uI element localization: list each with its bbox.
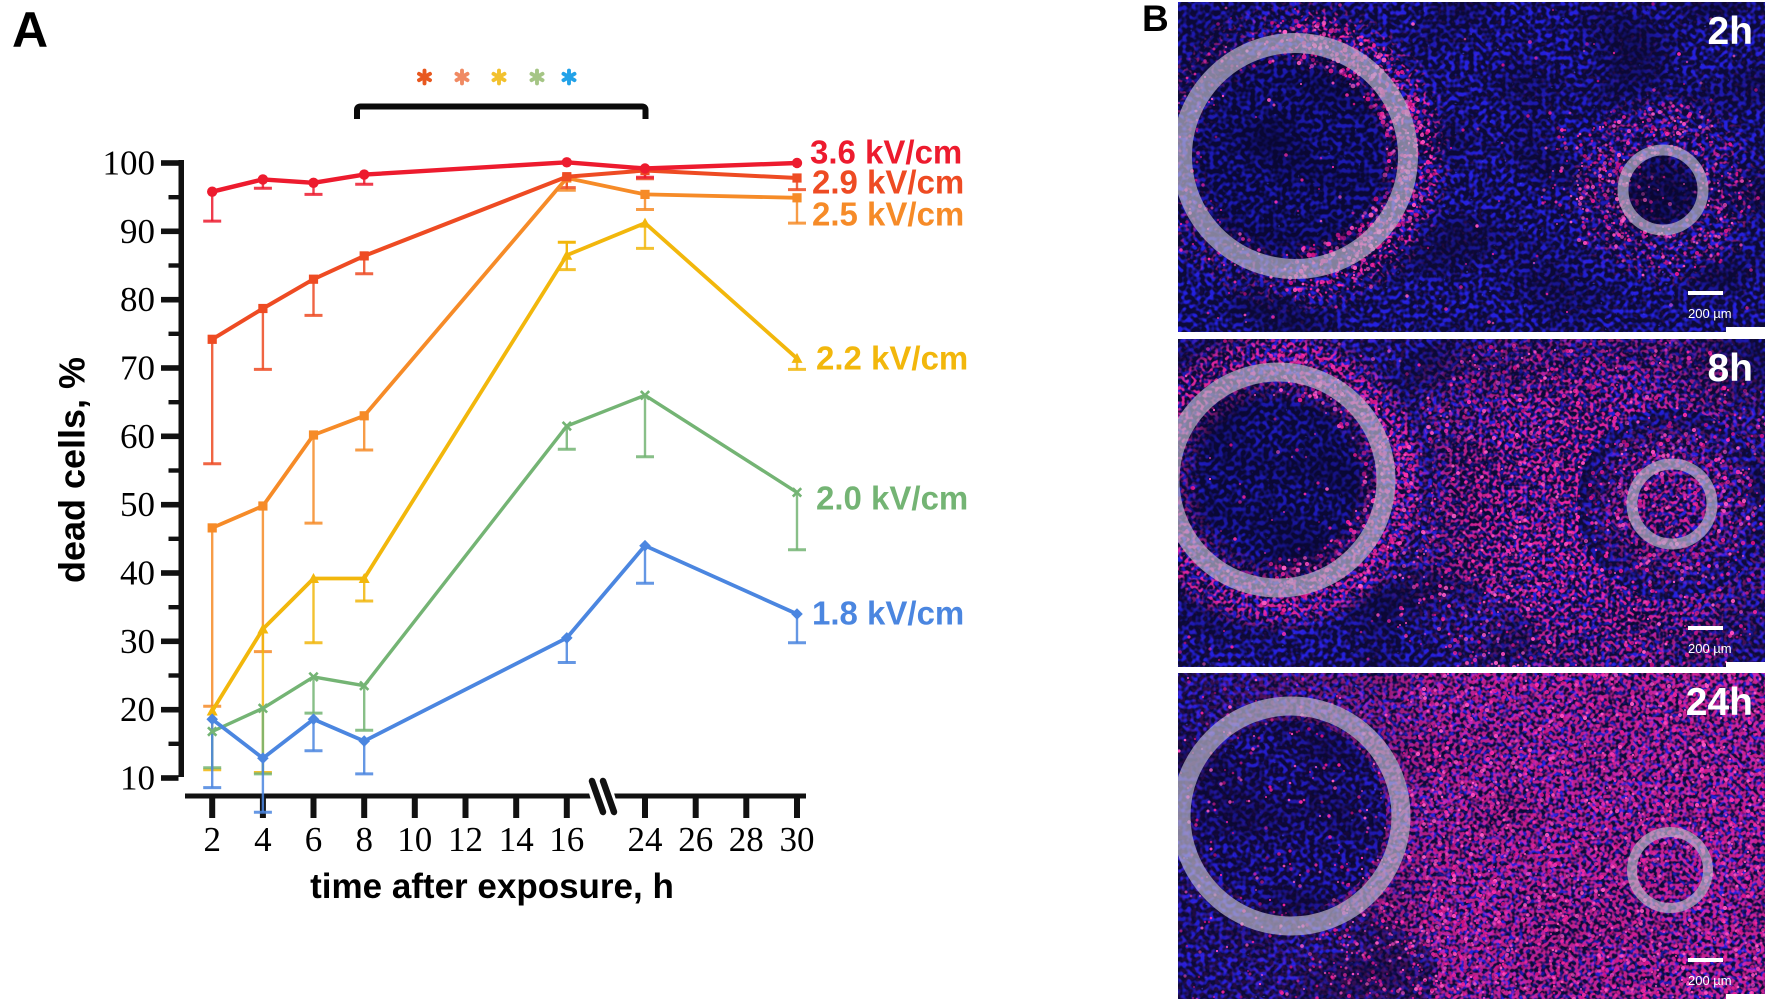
svg-text:2.0 kV/cm: 2.0 kV/cm xyxy=(816,480,968,517)
svg-text:14: 14 xyxy=(499,820,534,859)
svg-text:2: 2 xyxy=(203,820,221,859)
svg-text:80: 80 xyxy=(120,280,155,319)
svg-text:24: 24 xyxy=(628,820,663,859)
svg-text:2h: 2h xyxy=(1707,10,1753,53)
svg-text:10: 10 xyxy=(397,820,432,859)
svg-text:A: A xyxy=(12,2,48,58)
svg-text:20: 20 xyxy=(120,690,155,729)
svg-text:70: 70 xyxy=(120,349,155,388)
svg-text:3.6 kV/cm: 3.6 kV/cm xyxy=(810,134,962,171)
svg-text:40: 40 xyxy=(120,554,155,593)
svg-text:6: 6 xyxy=(305,820,323,859)
svg-text:60: 60 xyxy=(120,417,155,456)
svg-text:30: 30 xyxy=(780,820,815,859)
svg-text:200 µm: 200 µm xyxy=(1688,306,1732,321)
svg-text:28: 28 xyxy=(729,820,764,859)
svg-text:2.5 kV/cm: 2.5 kV/cm xyxy=(812,196,964,233)
svg-text:1.8 kV/cm: 1.8 kV/cm xyxy=(812,595,964,632)
svg-text:10: 10 xyxy=(120,759,155,798)
svg-text:4: 4 xyxy=(254,820,272,859)
svg-text:2.2 kV/cm: 2.2 kV/cm xyxy=(816,340,968,377)
svg-text:100: 100 xyxy=(103,144,156,183)
svg-text:30: 30 xyxy=(120,622,155,661)
svg-text:8h: 8h xyxy=(1707,347,1753,390)
svg-text:50: 50 xyxy=(120,485,155,524)
svg-text:26: 26 xyxy=(678,820,713,859)
svg-text:200 µm: 200 µm xyxy=(1688,641,1732,656)
svg-text:dead cells, %: dead cells, % xyxy=(52,357,93,583)
svg-text:16: 16 xyxy=(549,820,584,859)
svg-text:90: 90 xyxy=(120,212,155,251)
svg-text:B: B xyxy=(1142,0,1169,39)
svg-text:12: 12 xyxy=(448,820,483,859)
svg-text:time after exposure, h: time after exposure, h xyxy=(310,867,674,906)
svg-text:8: 8 xyxy=(355,820,373,859)
svg-text:2.9 kV/cm: 2.9 kV/cm xyxy=(812,164,964,201)
